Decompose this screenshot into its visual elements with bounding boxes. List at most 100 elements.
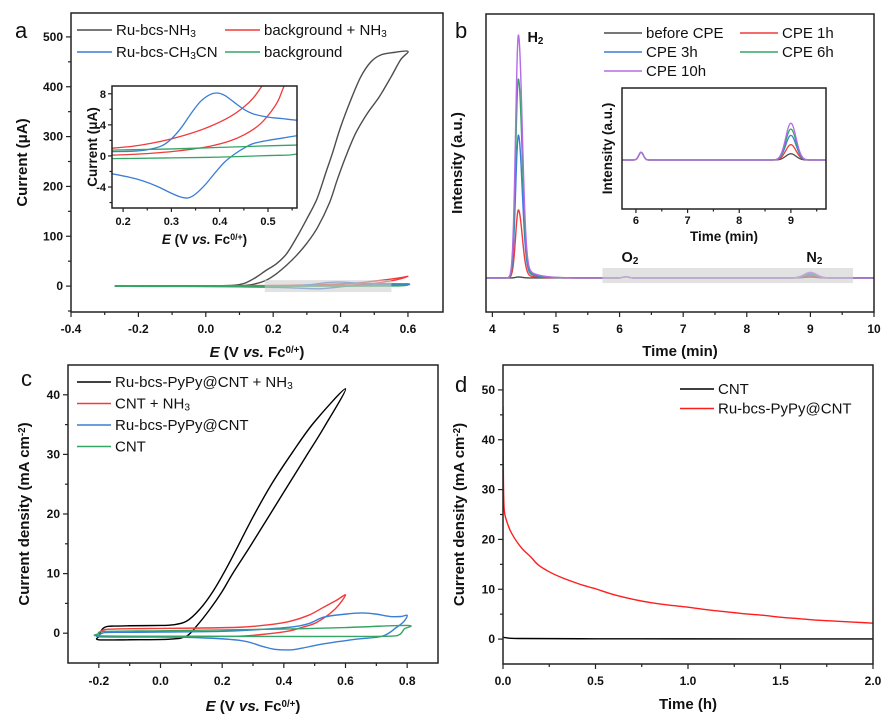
plot-area bbox=[503, 406, 873, 640]
x-tick-label: -0.2 bbox=[88, 674, 109, 688]
y-tick-label: 20 bbox=[47, 507, 61, 521]
peak-label-o2: O2 bbox=[622, 250, 639, 267]
text-part: 3 bbox=[190, 51, 196, 62]
y-tick-label: 400 bbox=[43, 80, 63, 94]
legend-item: CNT + NH3 bbox=[77, 396, 190, 414]
axes-frame bbox=[485, 13, 875, 313]
text-part: vs. bbox=[239, 698, 260, 715]
text-part: E bbox=[210, 344, 221, 361]
panel-label: c bbox=[21, 366, 32, 391]
y-tick-label: 40 bbox=[482, 433, 496, 447]
x-tick-label: 6 bbox=[616, 322, 623, 336]
y-tick-label: 0 bbox=[488, 632, 495, 646]
text-part: Fc bbox=[260, 698, 282, 715]
inset-series-line-cpe-10h bbox=[622, 122, 826, 161]
axes-frame bbox=[67, 364, 439, 664]
inset-y-tick-label: -4 bbox=[96, 182, 107, 194]
x-tick-label: 1.5 bbox=[772, 674, 789, 688]
y-tick-label: 40 bbox=[47, 388, 61, 402]
x-tick-label: 4 bbox=[489, 322, 496, 336]
text-part: 2 bbox=[633, 256, 639, 267]
text-part: 3 bbox=[381, 29, 387, 40]
inset-x-axis-title: E (V vs. Fc0/+) bbox=[162, 232, 247, 247]
text-part: E bbox=[162, 232, 172, 247]
text-part: Intensity (a.u.) bbox=[449, 112, 466, 214]
legend-label: before CPE bbox=[646, 25, 724, 42]
x-axis-title: Time (h) bbox=[659, 696, 717, 713]
panel-a-cv-ammonia-oxidation: -0.4 -0.2 0.0 0.2 0.4 0.6 0 100 200 300 400 500 E (V… bbox=[14, 12, 444, 361]
legend-item: before CPE bbox=[604, 25, 724, 42]
inset-y-axis-title: Current (μA) bbox=[85, 107, 100, 187]
x-tick-label: 5 bbox=[553, 322, 560, 336]
inset-axes-frame bbox=[621, 87, 827, 210]
legend: before CPE CPE 1h CPE 3h CPE 6h CPE 10h bbox=[604, 25, 834, 80]
text-part: ) bbox=[295, 698, 300, 715]
legend: Ru-bcs-PyPy@CNT + NH3 CNT + NH3 Ru-bcs-PyP… bbox=[77, 374, 293, 456]
text-part: vs. bbox=[192, 232, 211, 247]
inset-plot-area bbox=[622, 122, 826, 161]
text-part: background bbox=[264, 44, 342, 61]
text-part: E bbox=[206, 698, 217, 715]
text-part: CPE 3h bbox=[646, 44, 698, 61]
text-part: CPE 10h bbox=[646, 63, 706, 80]
legend-item: Ru-bcs-PyPy@CNT + NH3 bbox=[77, 374, 293, 392]
x-tick-label: 0.5 bbox=[587, 674, 604, 688]
legend-item: CPE 1h bbox=[740, 25, 834, 42]
text-part: Time (min) bbox=[642, 343, 718, 360]
x-tick-label: 0.2 bbox=[265, 322, 282, 336]
text-part: Current density (mA cm bbox=[16, 436, 33, 605]
text-part: Time (min) bbox=[690, 229, 758, 244]
legend-label: CPE 10h bbox=[646, 63, 706, 80]
inset-x-tick-label: 0.2 bbox=[115, 216, 130, 228]
text-part: Fc bbox=[211, 232, 231, 247]
text-part: CNT + NH bbox=[115, 396, 184, 413]
plot-area bbox=[93, 388, 412, 651]
legend-label: background bbox=[264, 44, 342, 61]
y-tick-label: 20 bbox=[482, 532, 496, 546]
panel-b-gas-chromatogram: 4 5 6 7 8 9 10 Time (min) Intensity (a.u.) before… bbox=[449, 13, 881, 360]
legend-label: Ru-bcs-CH3CN bbox=[116, 44, 218, 62]
x-tick-label: 0.4 bbox=[332, 322, 349, 336]
series-line-ru-bcs-pypy-cnt bbox=[95, 612, 408, 651]
y-tick-label: 30 bbox=[482, 483, 496, 497]
text-part: Current density (mA cm bbox=[451, 437, 468, 606]
legend-label: CNT bbox=[718, 381, 749, 398]
y-tick-label: 10 bbox=[482, 582, 496, 596]
panel-c-cv-cnt-electrodes: -0.2 0.0 0.2 0.4 0.6 0.8 0 10 20 30 40 E (V vs. Fc0… bbox=[16, 364, 439, 715]
legend-label: background + NH3 bbox=[264, 22, 387, 40]
text-part: 2 bbox=[817, 256, 823, 267]
peak-label-n2: N2 bbox=[806, 250, 822, 267]
inset-plot: 6 7 8 9 Time (min) Intensity (a.u.) bbox=[600, 87, 827, 244]
axes-frame bbox=[70, 12, 444, 313]
x-tick-label: -0.4 bbox=[61, 322, 82, 336]
text-part: (V bbox=[216, 698, 239, 715]
inset-x-tick-label: 0.5 bbox=[260, 216, 275, 228]
inset-x-tick-label: 0.3 bbox=[164, 216, 179, 228]
peak-label-h2: H2 bbox=[527, 30, 543, 47]
text-part: background + NH bbox=[264, 22, 381, 39]
x-tick-label: 0.0 bbox=[197, 322, 214, 336]
series-line-ru-bcs-pypy-cnt bbox=[503, 406, 873, 624]
inset-y-tick-label: 4 bbox=[100, 120, 107, 132]
y-axis-title: Intensity (a.u.) bbox=[449, 112, 466, 214]
x-tick-label: 0.2 bbox=[214, 674, 231, 688]
legend-label: Ru-bcs-PyPy@CNT + NH3 bbox=[115, 374, 293, 392]
x-tick-label: 9 bbox=[807, 322, 814, 336]
legend-item: CNT bbox=[77, 439, 146, 456]
inset-x-axis-title: Time (min) bbox=[690, 229, 758, 244]
text-part: Fc bbox=[264, 344, 286, 361]
y-tick-label: 300 bbox=[43, 130, 63, 144]
y-tick-label: 10 bbox=[47, 567, 61, 581]
series-line-cnt bbox=[503, 636, 873, 640]
legend-item: Ru-bcs-NH3 bbox=[77, 22, 196, 40]
legend-item: background bbox=[225, 44, 342, 61]
inset-series-line-background-nh3 bbox=[112, 86, 285, 156]
x-axis-title: E (V vs. Fc0/+) bbox=[206, 698, 301, 715]
plot-area bbox=[486, 34, 874, 284]
legend-label: Ru-bcs-PyPy@CNT bbox=[115, 417, 249, 434]
text-part: CNT bbox=[115, 439, 146, 456]
text-part: Ru-bcs-CH bbox=[116, 44, 190, 61]
panel-label: a bbox=[15, 18, 28, 43]
